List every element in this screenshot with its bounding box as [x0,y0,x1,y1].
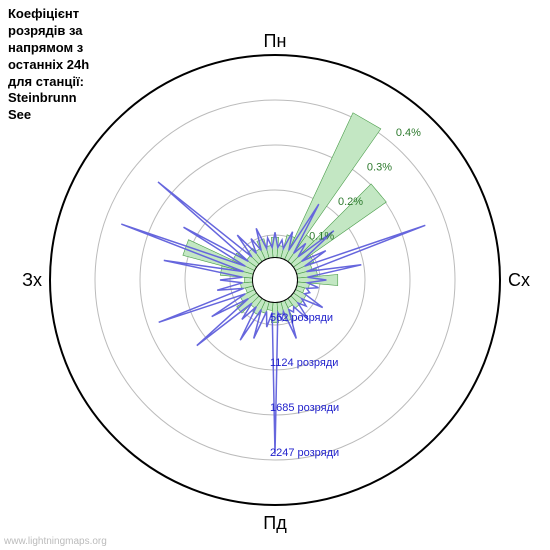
polar-chart: Коефіцієнт розрядів за напрямом з останн… [0,0,550,550]
svg-text:1685 розряди: 1685 розряди [270,402,339,414]
svg-text:Сх: Сх [508,270,530,290]
svg-text:562 розряди: 562 розряди [270,312,333,324]
svg-text:0.4%: 0.4% [396,127,421,139]
footer-text: www.lightningmaps.org [4,536,107,547]
svg-text:Пд: Пд [263,513,287,533]
svg-text:0.3%: 0.3% [367,161,392,173]
chart-title: Коефіцієнт розрядів за напрямом з останн… [8,6,89,124]
svg-text:Зх: Зх [22,270,42,290]
svg-text:1124 розряди: 1124 розряди [270,357,338,369]
svg-text:Пн: Пн [264,31,287,51]
svg-text:2247 розряди: 2247 розряди [270,447,339,459]
svg-text:0.1%: 0.1% [309,230,334,242]
svg-text:0.2%: 0.2% [338,196,363,208]
